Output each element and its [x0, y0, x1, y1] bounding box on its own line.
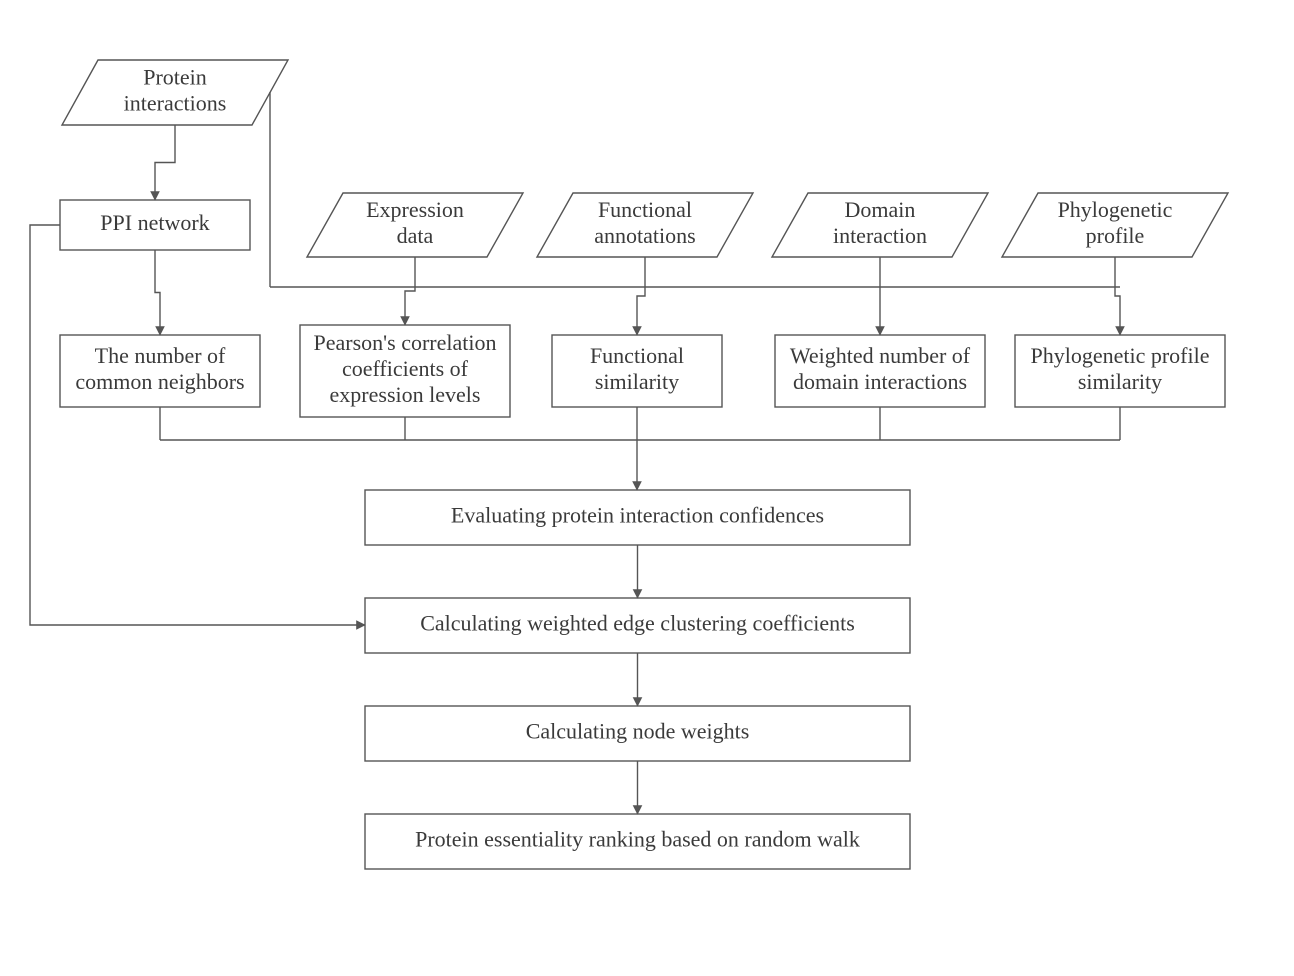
- flowchart-canvas: Proteininteractions PPI network Expression…: [0, 0, 1294, 976]
- node-label: Pearson's correlation: [314, 330, 497, 355]
- node-label: similarity: [595, 369, 679, 394]
- node-label: Protein essentiality ranking based on ra…: [415, 827, 860, 852]
- node-label: Protein: [143, 65, 207, 90]
- node-label: coefficients of: [342, 356, 469, 381]
- node-label: Calculating node weights: [526, 719, 750, 744]
- node-eval_conf: Evaluating protein interaction confidenc…: [365, 490, 910, 545]
- node-label: Expression: [366, 197, 464, 222]
- node-label: interactions: [124, 91, 227, 116]
- node-calc_edge: Calculating weighted edge clustering coe…: [365, 598, 910, 653]
- node-protein_interactions: Proteininteractions: [62, 60, 288, 125]
- node-expression_data: Expressiondata: [307, 193, 523, 257]
- node-domain_inter: Domaininteraction: [772, 193, 988, 257]
- connector-polyline: [637, 257, 645, 335]
- node-ranking: Protein essentiality ranking based on ra…: [365, 814, 910, 869]
- node-weighted_domain: Weighted number ofdomain interactions: [775, 335, 985, 407]
- node-label: similarity: [1078, 369, 1162, 394]
- node-label: Phylogenetic profile: [1030, 343, 1209, 368]
- node-label: data: [397, 223, 434, 248]
- node-pearson: Pearson's correlationcoefficients ofexpr…: [300, 325, 510, 417]
- connector-polyline: [405, 257, 415, 325]
- connector-polyline: [155, 250, 160, 335]
- node-functional_ann: Functionalannotations: [537, 193, 753, 257]
- node-ppi_network: PPI network: [60, 200, 250, 250]
- node-phylo_sim: Phylogenetic profilesimilarity: [1015, 335, 1225, 407]
- node-label: The number of: [95, 343, 226, 368]
- node-label: domain interactions: [793, 369, 967, 394]
- node-label: Calculating weighted edge clustering coe…: [420, 611, 855, 636]
- node-label: Weighted number of: [790, 343, 971, 368]
- node-label: profile: [1086, 223, 1145, 248]
- node-common_neighbors: The number ofcommon neighbors: [60, 335, 260, 407]
- connector-polyline: [155, 125, 175, 200]
- node-label: Functional: [590, 343, 684, 368]
- node-label: Evaluating protein interaction confidenc…: [451, 503, 824, 528]
- node-label: Functional: [598, 197, 692, 222]
- node-phylo_profile: Phylogeneticprofile: [1002, 193, 1228, 257]
- node-label: common neighbors: [75, 369, 244, 394]
- node-label: Phylogenetic: [1058, 197, 1173, 222]
- node-label: PPI network: [100, 210, 209, 235]
- connector-polyline: [1115, 257, 1120, 335]
- node-func_sim: Functionalsimilarity: [552, 335, 722, 407]
- node-label: expression levels: [330, 382, 481, 407]
- connector-polyline: [30, 225, 365, 625]
- node-label: annotations: [594, 223, 695, 248]
- node-calc_node: Calculating node weights: [365, 706, 910, 761]
- node-label: Domain: [845, 197, 916, 222]
- node-label: interaction: [833, 223, 927, 248]
